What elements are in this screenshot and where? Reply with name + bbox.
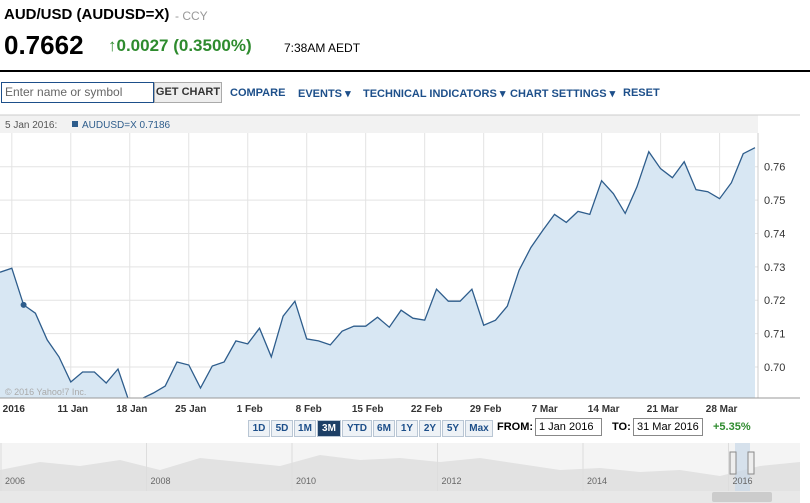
x-tick-label: 22 Feb bbox=[411, 404, 443, 415]
navigator-area bbox=[0, 455, 800, 491]
range-button[interactable]: 6M bbox=[373, 420, 395, 437]
y-tick-label: 0.71 bbox=[764, 329, 785, 341]
x-tick-label: 28 Mar bbox=[706, 404, 738, 415]
x-tick-label: 15 Feb bbox=[352, 404, 384, 415]
y-tick-label: 0.75 bbox=[764, 195, 785, 207]
navigator-window[interactable] bbox=[735, 443, 750, 491]
x-tick-label: 1 Feb bbox=[237, 404, 263, 415]
copyright: © 2016 Yahoo!7 Inc. bbox=[5, 387, 86, 397]
range-button[interactable]: 1D bbox=[248, 420, 270, 437]
range-button[interactable]: 5Y bbox=[442, 420, 464, 437]
range-button[interactable]: 5D bbox=[271, 420, 293, 437]
line bbox=[0, 147, 756, 398]
area bbox=[0, 147, 755, 398]
x-tick-label: 29 Feb bbox=[470, 404, 502, 415]
range-button[interactable]: YTD bbox=[342, 420, 372, 437]
divider bbox=[0, 70, 810, 72]
x-tick-label: 8 Feb bbox=[296, 404, 322, 415]
navigator-year: 2016 bbox=[733, 476, 753, 486]
x-tick-label: 14 Mar bbox=[588, 404, 620, 415]
symbol-input[interactable]: Enter name or symbol bbox=[1, 82, 154, 103]
change: ↑0.0027 (0.3500%) bbox=[108, 36, 252, 55]
get-chart-button[interactable]: GET CHART bbox=[154, 82, 222, 103]
navigator-handle[interactable] bbox=[747, 451, 755, 475]
x-tick-label: 2016 bbox=[3, 404, 26, 415]
navigator-year: 2014 bbox=[587, 476, 607, 486]
label: EVENTS bbox=[298, 88, 343, 100]
x-tick-label: 25 Jan bbox=[175, 404, 206, 415]
to-input[interactable]: 31 Mar 2016 bbox=[633, 418, 703, 436]
x-tick-label: 21 Mar bbox=[647, 404, 679, 415]
y-tick-label: 0.74 bbox=[764, 228, 785, 240]
navigator-year: 2008 bbox=[151, 476, 171, 486]
compare-button[interactable]: COMPARE bbox=[230, 87, 286, 99]
hover-point bbox=[20, 301, 27, 308]
y-tick-label: 0.70 bbox=[764, 362, 785, 374]
navigator-year: 2010 bbox=[296, 476, 316, 486]
exchange: - CCY bbox=[175, 9, 208, 23]
x-tick-label: 7 Mar bbox=[532, 404, 558, 415]
price: 0.7662 bbox=[4, 30, 84, 60]
period-change: +5.35% bbox=[713, 421, 751, 433]
scrollbar bbox=[0, 491, 800, 503]
legend-bar bbox=[0, 115, 758, 133]
reset-button[interactable]: RESET bbox=[623, 87, 660, 99]
x-tick-label: 18 Jan bbox=[116, 404, 147, 415]
range-button[interactable]: 2Y bbox=[419, 420, 441, 437]
label: TECHNICAL INDICATORS bbox=[363, 88, 497, 100]
settings-button[interactable]: CHART SETTINGS ▾ bbox=[510, 88, 616, 100]
y-tick-label: 0.72 bbox=[764, 295, 785, 307]
legend-date: 5 Jan 2016: bbox=[5, 120, 57, 131]
from-input[interactable]: 1 Jan 2016 bbox=[535, 418, 602, 436]
legend-swatch bbox=[72, 121, 78, 127]
events-button[interactable]: EVENTS ▾ bbox=[298, 88, 351, 100]
scrollbar-thumb[interactable] bbox=[712, 492, 772, 502]
range-button[interactable]: 1M bbox=[294, 420, 316, 437]
navigator-handle[interactable] bbox=[729, 451, 737, 475]
legend-entry: AUDUSD=X 0.7186 bbox=[82, 120, 171, 131]
x-tick-label: 11 Jan bbox=[57, 404, 88, 415]
range-button[interactable]: 3M bbox=[317, 420, 341, 437]
legend-series: AUDUSD=X bbox=[82, 120, 137, 131]
y-tick-label: 0.73 bbox=[764, 262, 785, 274]
range-button[interactable]: Max bbox=[465, 420, 493, 437]
from-label: FROM: bbox=[497, 421, 534, 433]
time: 7:38AM AEDT bbox=[284, 41, 361, 55]
range-button[interactable]: 1Y bbox=[396, 420, 418, 437]
change-value: 0.0027 (0.3500%) bbox=[116, 36, 252, 55]
navigator-year: 2012 bbox=[442, 476, 462, 486]
label: CHART SETTINGS bbox=[510, 88, 607, 100]
legend-value: 0.7186 bbox=[140, 120, 171, 131]
indicators-button[interactable]: TECHNICAL INDICATORS ▾ bbox=[363, 88, 506, 100]
title: AUD/USD (AUDUSD=X) bbox=[4, 6, 170, 23]
y-tick-label: 0.76 bbox=[764, 162, 785, 174]
to-label: TO: bbox=[612, 421, 631, 433]
navigator-year: 2006 bbox=[5, 476, 25, 486]
